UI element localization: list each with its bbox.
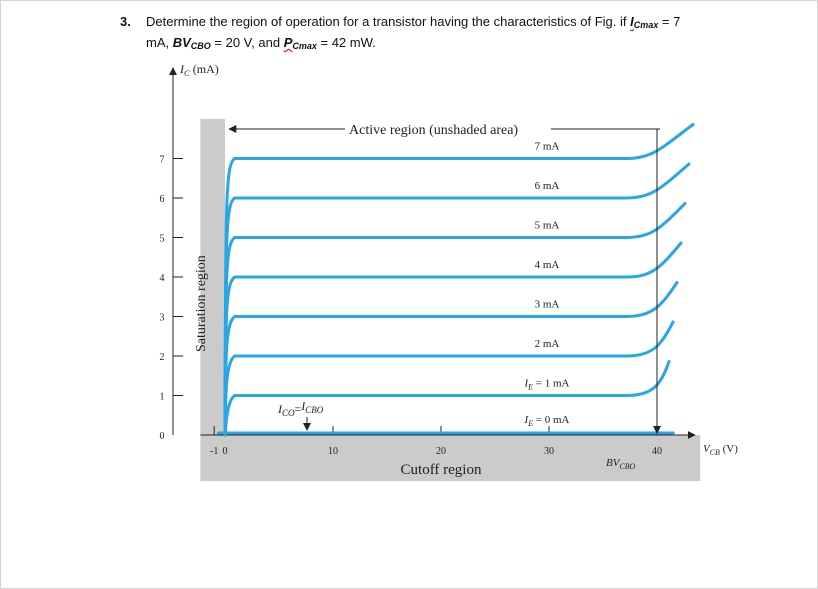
x-tick-label: 0	[223, 446, 228, 457]
curve-label: IE = 0 mA	[523, 414, 569, 428]
x-axis-label: VCB (V)	[703, 443, 738, 457]
curve-label: 5 mA	[535, 220, 560, 232]
y-tick-label: 7	[160, 155, 165, 166]
curve-label: 4 mA	[535, 259, 560, 271]
y-tick-label: 6	[160, 194, 165, 205]
y-tick-label: 2	[160, 352, 165, 363]
y-tick-label: 5	[160, 234, 165, 245]
p-max-symbol: PCmax	[283, 35, 317, 51]
y-tick-label: 4	[160, 273, 165, 284]
question-prefix: Determine the region of operation for a …	[146, 14, 631, 29]
p-max-symbol-letter: P	[283, 35, 293, 50]
x-tick-label: 40	[652, 446, 662, 457]
bv-cbo-symbol-letters: BV	[172, 35, 191, 50]
question-body: Determine the region of operation for a …	[146, 12, 784, 54]
y-tick-label: 1	[160, 392, 165, 403]
cutoff-region-label: Cutoff region	[401, 462, 482, 478]
p-max-value: = 42 mW.	[316, 35, 376, 50]
x-tick-label: 20	[436, 446, 446, 457]
ic-max-subscript: Cmax	[633, 20, 659, 30]
question-text: 3. Determine the region of operation for…	[120, 12, 784, 54]
ie-curve-4ma	[223, 241, 683, 437]
active-region-label: Active region (unshaded area)	[349, 123, 518, 138]
ico-label: ICO=ICBO	[277, 399, 324, 418]
curve-label: 3 mA	[535, 299, 560, 311]
ie-curve-5ma	[223, 202, 687, 437]
bv-cbo-value: = 20 V, and	[210, 35, 284, 50]
ic-max-symbol-letter: I	[630, 14, 634, 29]
question-line2-start: mA,	[146, 35, 173, 50]
ie-curve-2ma	[223, 320, 675, 437]
ie-curve-1ma	[223, 360, 671, 437]
x-tick-label: -1	[210, 446, 218, 457]
curve-label: 2 mA	[535, 338, 560, 350]
bvcbo-label: BVCBO	[606, 457, 636, 471]
question-number: 3.	[120, 14, 131, 29]
ic-max-symbol: ICmax	[630, 14, 659, 30]
y-tick-label: 0	[160, 431, 165, 442]
y-axis-label: IC (mA)	[179, 62, 219, 78]
curve-label: 6 mA	[535, 180, 560, 192]
bv-cbo-subscript: CBO	[190, 41, 211, 51]
y-tick-label: 3	[160, 313, 165, 324]
x-tick-label: 10	[328, 446, 338, 457]
saturation-region-label: Saturation region	[194, 255, 209, 352]
curve-label: IE = 1 mA	[523, 378, 569, 392]
ic-max-value: = 7	[658, 14, 681, 29]
ie-curve-7ma	[223, 123, 695, 437]
x-tick-label: 30	[544, 446, 554, 457]
bv-cbo-symbol: BVCBO	[172, 35, 211, 51]
curve-label: 7 mA	[535, 141, 560, 153]
p-max-subscript: Cmax	[292, 41, 317, 51]
saturation-and-cutoff-shade	[200, 119, 701, 481]
